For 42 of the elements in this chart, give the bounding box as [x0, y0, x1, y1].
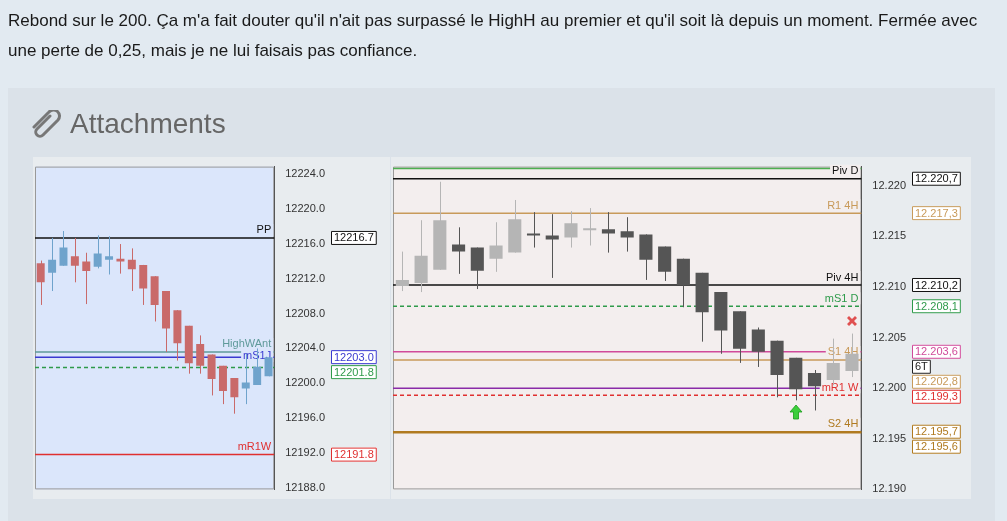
text: 12.195,7 — [915, 425, 958, 438]
text: Rebond sur le 200. Ça m'a fait douter qu'il n'ait pas surpassé le HighH au premier et qu'il soit là depuis un moment. Fermée avec une perte de 0,25, mais je ne lui faisais pas confiance. — [8, 10, 979, 62]
y-tick-label: 12.205 — [872, 330, 907, 343]
text: 12203.0 — [334, 350, 374, 363]
y-tick-label: 12216.0 — [285, 237, 325, 250]
y-tick-label: 12200.0 — [285, 376, 325, 389]
ref-line-label: Piv D — [832, 164, 859, 177]
text: 12.208,1 — [915, 299, 958, 312]
ref-line-label: mR1W — [237, 440, 272, 453]
y-tick-label: 12212.0 — [285, 271, 325, 284]
text: 6T — [915, 360, 929, 373]
y-tick-label: 12.220 — [872, 178, 907, 191]
text: 12.203,6 — [915, 345, 958, 358]
ref-line-label: HighWAnt — [222, 337, 272, 350]
y-tick-label: 12196.0 — [285, 411, 325, 424]
text: 12.210,2 — [915, 278, 958, 291]
text: 12.199,3 — [915, 390, 958, 403]
y-tick-label: 12.195 — [872, 431, 907, 444]
ref-line-label: S2 4H — [827, 417, 859, 430]
ref-line-label: Piv 4H — [825, 270, 859, 283]
ref-line-label: PP — [256, 223, 272, 236]
text: 12201.8 — [334, 365, 374, 378]
text: 12191.8 — [334, 448, 374, 461]
text: 12.217,3 — [915, 206, 958, 219]
y-tick-label: 12.200 — [872, 381, 907, 394]
y-tick-label: 12224.0 — [285, 167, 325, 180]
y-tick-label: 12188.0 — [285, 480, 325, 493]
text: 12.202,8 — [915, 375, 958, 388]
ref-line-label: R1 4H — [827, 198, 859, 211]
text: 12.220,7 — [915, 172, 958, 185]
y-tick-label: 12220.0 — [285, 202, 325, 215]
y-tick-label: 12208.0 — [285, 306, 325, 319]
chart-subtitle: Attachments — [70, 108, 226, 140]
y-tick-label: 12192.0 — [285, 445, 325, 458]
y-tick-label: 12.190 — [872, 482, 907, 495]
text: 12216.7 — [334, 231, 374, 244]
ref-line-label: mR1 W — [821, 380, 859, 393]
text: 12.195,6 — [915, 440, 958, 453]
ref-line-label: mS1 D — [824, 291, 859, 304]
y-tick-label: 12.210 — [872, 280, 907, 293]
y-tick-label: 12204.0 — [285, 341, 325, 354]
y-tick-label: 12.215 — [872, 229, 907, 242]
